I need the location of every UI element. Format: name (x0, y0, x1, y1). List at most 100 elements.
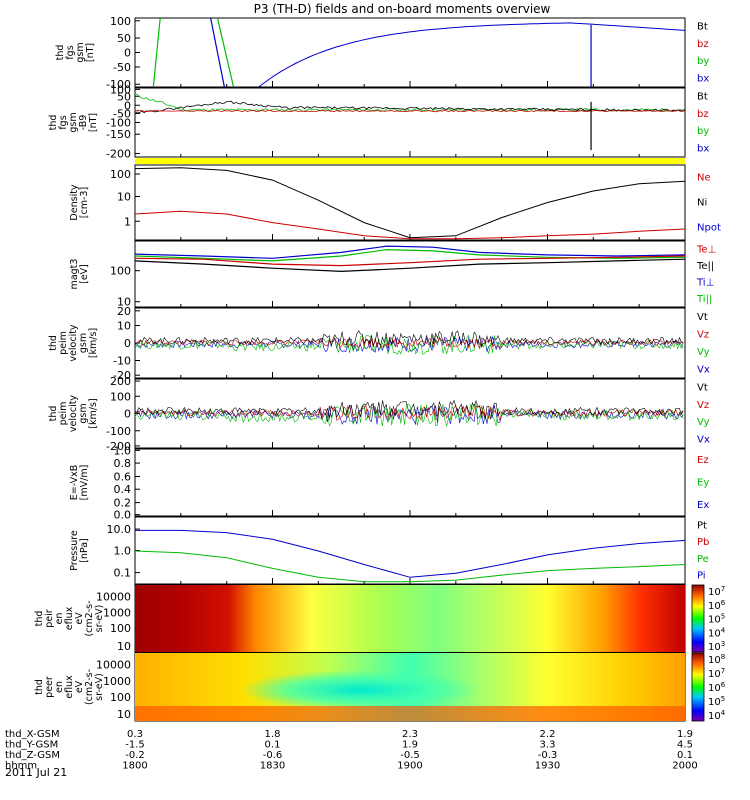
ylabel-line: gsm (78, 403, 89, 423)
ylabel-line: [cm-3] (79, 187, 90, 218)
legend-entry: Ne (697, 173, 711, 184)
xaxis-row-label: thd_Z-GSM (5, 750, 60, 761)
ylabel-line: [nT] (88, 113, 99, 132)
legend-entry: Te|| (696, 261, 714, 272)
ylabel-line: [nPa] (79, 538, 90, 563)
ytick-label: 10.0 (107, 523, 132, 536)
legend-entry: Vx (697, 434, 710, 445)
ylabel-line: (cm2-s- (84, 669, 95, 705)
ytick-label: 1.0 (114, 444, 132, 457)
xaxis-row-label: thd_X-GSM (5, 729, 60, 740)
legend-entry: Pb (697, 537, 709, 548)
series-fgl-bt (134, 100, 686, 114)
ylabel-line: sr-eV) (94, 673, 105, 701)
ylabel-line: velocity (68, 324, 79, 362)
ytick-label: 1.0 (114, 545, 132, 558)
ytick-label: 0.4 (114, 483, 132, 496)
legend-entry: Pi (697, 571, 706, 582)
xaxis-value: 1900 (397, 761, 422, 772)
ylabel-line: eflux (64, 675, 75, 699)
xaxis-value: 0.3 (127, 729, 143, 740)
ytick-label: 50 (117, 32, 131, 45)
ylabel-line: thd (34, 611, 45, 627)
xaxis-value: -0.5 (400, 750, 420, 761)
series-velocity-4-3 (134, 330, 684, 348)
xaxis-value: -0.3 (538, 750, 558, 761)
xaxis-value: 1800 (122, 761, 147, 772)
ylabel-line: [km/s] (88, 328, 99, 358)
ytick-label: 10 (117, 191, 131, 204)
legend-entry: Ey (697, 478, 709, 489)
series-density-ni (134, 167, 686, 239)
ytick-label: 0.8 (114, 457, 132, 470)
series-velocity-4-0 (134, 335, 684, 353)
legend-entry: Pe (697, 554, 709, 565)
ytick-label: 10 (117, 640, 131, 653)
series-temp-te-perp (134, 255, 686, 267)
legend-entry: Vz (697, 329, 709, 340)
xaxis-value: 3.3 (540, 740, 556, 751)
xaxis-value: -0.6 (263, 750, 283, 761)
ytick-label: 100 (110, 83, 131, 96)
legend-entry: bz (697, 39, 709, 50)
legend-entry: Vt (697, 383, 708, 394)
xaxis-value: -0.2 (125, 750, 145, 761)
legend-entry: Bt (697, 92, 708, 103)
colorbar-label: 105 (708, 613, 725, 626)
ytick-label: 200 (110, 375, 131, 388)
legend-entry: Npot (697, 223, 721, 234)
ytick-label: 100 (110, 168, 131, 181)
ylabel-line: magt3 (69, 259, 80, 290)
ylabel-line: thd (48, 115, 59, 131)
ylabel-line: fgs (58, 115, 69, 129)
legend-entry: Vz (697, 400, 709, 411)
colorbar-label: 104 (708, 626, 726, 639)
ytick-label: -150 (106, 128, 131, 141)
xaxis-value: 1.8 (265, 729, 281, 740)
chart-title: P3 (TH-D) fields and on-board moments ov… (254, 2, 551, 16)
ylabel-line: thd (55, 45, 66, 61)
legend-entry: bx (697, 73, 709, 84)
colorbar-label: 107 (708, 667, 725, 680)
series-velocity-5-1 (134, 403, 684, 427)
panel-frame-temperature (134, 240, 686, 308)
panel-frame-pressure (134, 516, 686, 585)
ytick-label: 1 (124, 215, 131, 228)
ylabel-line: gsm (78, 333, 89, 353)
colorbar-label: 107 (708, 585, 725, 598)
legend-entry: Ez (697, 455, 709, 466)
panel-frame-fgl (134, 87, 686, 158)
ytick-label: 100 (110, 265, 131, 278)
ylabel-line: gsm (68, 112, 79, 132)
ylabel-line: [nT] (85, 43, 96, 62)
ylabel-line: [eV] (79, 264, 90, 284)
xaxis-value: 0.1 (265, 740, 281, 751)
xaxis-value: 1830 (260, 761, 285, 772)
ytick-label: 50 (117, 90, 131, 103)
ytick-label: 0 (124, 337, 131, 350)
elec-spectrogram-lowband (135, 706, 685, 721)
legend-entry: Ti⊥ (696, 277, 714, 288)
ytick-label: -200 (106, 148, 131, 161)
series-temp-te-par (134, 258, 686, 273)
ytick-label: 1000 (103, 675, 131, 688)
colorbar-elec (691, 652, 705, 722)
legend-entry: Bt (697, 22, 708, 33)
legend-entry: Vx (697, 364, 710, 375)
ytick-label: 100 (110, 691, 131, 704)
ylabel-line: thd (48, 406, 59, 422)
ytick-label: 100 (110, 15, 131, 28)
ylabel-line: Density (69, 184, 80, 220)
ylabel-line: (cm2-s- (84, 600, 95, 636)
colorbar-ion (691, 584, 705, 653)
colorbar-label: 108 (708, 653, 725, 666)
series-density-ne (134, 210, 686, 240)
ytick-label: 100 (110, 622, 131, 635)
series-pressure-pe (134, 550, 686, 583)
legend-entry: Te⊥ (696, 244, 716, 255)
ytick-label: -100 (106, 117, 131, 130)
elec-spectrogram-core (240, 670, 480, 710)
xaxis-value: 1.9 (402, 740, 418, 751)
ytick-label: 0 (124, 99, 131, 112)
